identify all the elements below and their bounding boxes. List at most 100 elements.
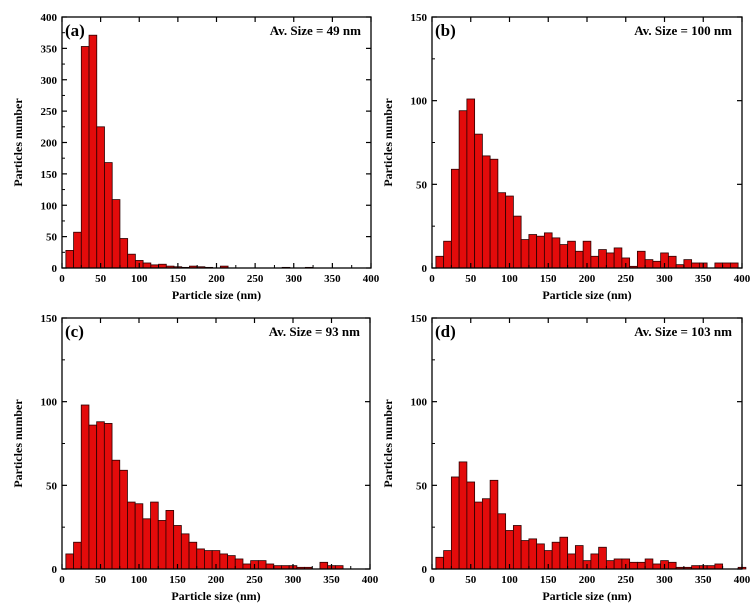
histogram-bar xyxy=(127,501,136,570)
histogram-bar xyxy=(512,215,522,269)
histogram-bar xyxy=(119,469,128,570)
y-tick-label: 0 xyxy=(52,564,58,576)
y-tick-label: 50 xyxy=(46,232,58,244)
histogram-bar xyxy=(644,259,654,269)
histogram-bar xyxy=(104,162,113,269)
panel-label: (a) xyxy=(65,21,85,40)
x-tick-label: 100 xyxy=(501,574,518,586)
histogram-bar xyxy=(157,520,167,570)
histogram-bar xyxy=(551,541,561,570)
x-tick-label: 200 xyxy=(579,574,596,586)
x-tick-label: 50 xyxy=(465,273,477,285)
y-tick-label: 150 xyxy=(41,169,58,181)
histogram-bar xyxy=(528,234,538,269)
x-tick-label: 150 xyxy=(170,273,187,285)
histogram-bar xyxy=(497,192,507,269)
x-tick-label: 200 xyxy=(579,273,596,285)
histogram-bar xyxy=(605,560,615,570)
histogram-bar xyxy=(219,553,228,570)
x-tick-label: 100 xyxy=(131,273,148,285)
histogram-bar xyxy=(598,546,607,570)
histogram-bar xyxy=(234,558,244,570)
histogram-bar xyxy=(636,561,646,570)
x-tick-label: 350 xyxy=(695,574,712,586)
histogram-bar xyxy=(691,262,700,269)
x-tick-label: 350 xyxy=(323,574,340,586)
histogram-bar xyxy=(73,231,82,269)
x-tick-label: 400 xyxy=(734,574,751,586)
y-tick-label: 100 xyxy=(411,397,428,409)
histogram-bar xyxy=(173,525,182,570)
histogram-bar xyxy=(257,560,267,570)
x-axis-label: Particle size (nm) xyxy=(542,288,631,302)
histogram-bar xyxy=(729,262,739,269)
x-tick-label: 350 xyxy=(324,273,341,285)
histogram-bar xyxy=(319,561,329,570)
histogram-bar xyxy=(683,259,693,269)
histogram-bar xyxy=(551,237,561,269)
histogram-bar xyxy=(505,195,514,269)
y-tick-label: 350 xyxy=(41,43,58,55)
histogram-panel-3: 0 50 100 150 200 250 300 350 400 0 50 100 150 Particl… xyxy=(11,313,379,603)
histogram-panel-1: 0 50 100 150 200 250 300 350 400 0 50 100 150 200 250 3… xyxy=(11,12,380,302)
average-size-annotation: Av. Size = 49 nm xyxy=(270,23,361,38)
histogram-bar xyxy=(567,240,576,269)
y-tick-label: 200 xyxy=(41,138,58,150)
histogram-bar xyxy=(435,255,445,269)
y-axis-label: Particles number xyxy=(381,98,395,187)
histogram-bar xyxy=(227,555,236,570)
histogram-bar xyxy=(520,540,530,570)
histogram-bar xyxy=(127,253,136,269)
histogram-bar xyxy=(574,250,584,269)
y-tick-label: 150 xyxy=(411,12,428,24)
histogram-bar xyxy=(559,536,569,570)
histogram-bar xyxy=(644,558,654,570)
x-tick-label: 100 xyxy=(131,574,148,586)
histogram-bar xyxy=(652,260,662,269)
y-tick-label: 150 xyxy=(411,313,428,325)
histogram-bar xyxy=(574,545,584,570)
histogram-bar xyxy=(667,255,677,269)
y-tick-label: 100 xyxy=(411,96,428,108)
histogram-bar xyxy=(65,250,74,269)
x-tick-label: 300 xyxy=(285,574,302,586)
x-tick-label: 200 xyxy=(208,574,225,586)
panel-label: (b) xyxy=(435,21,456,40)
histogram-bar xyxy=(520,239,530,269)
x-tick-label: 0 xyxy=(59,273,65,285)
histogram-bar xyxy=(714,262,724,269)
average-size-annotation: Av. Size = 103 nm xyxy=(634,324,732,339)
x-tick-label: 0 xyxy=(429,273,435,285)
histogram-bar xyxy=(450,476,460,570)
histogram-bar xyxy=(722,262,731,269)
histogram-bar xyxy=(443,550,452,570)
histogram-bar xyxy=(435,556,445,570)
y-tick-label: 0 xyxy=(422,263,428,275)
histogram-bar xyxy=(489,479,499,570)
histogram-bar xyxy=(165,510,175,570)
x-tick-label: 150 xyxy=(540,574,557,586)
x-tick-label: 150 xyxy=(169,574,186,586)
average-size-annotation: Av. Size = 100 nm xyxy=(634,23,732,38)
histogram-bar xyxy=(111,199,121,269)
histogram-bar xyxy=(80,404,90,570)
histogram-bar xyxy=(242,563,252,570)
histogram-bar xyxy=(196,548,205,570)
histogram-bar xyxy=(613,558,623,570)
x-tick-label: 50 xyxy=(95,273,107,285)
histogram-bar xyxy=(142,262,152,269)
histogram-bar xyxy=(629,561,638,570)
x-axis-label: Particle size (nm) xyxy=(542,589,631,603)
histogram-bar xyxy=(474,501,483,570)
y-tick-label: 0 xyxy=(422,564,428,576)
x-tick-label: 150 xyxy=(540,273,557,285)
histogram-bar xyxy=(111,459,121,570)
histogram-bar xyxy=(96,126,105,269)
x-tick-label: 250 xyxy=(618,574,635,586)
x-tick-label: 300 xyxy=(656,574,673,586)
x-tick-label: 0 xyxy=(429,574,435,586)
histogram-bar xyxy=(80,46,90,269)
x-tick-label: 0 xyxy=(59,574,65,586)
histogram-bar xyxy=(512,525,522,570)
x-tick-label: 250 xyxy=(247,273,264,285)
